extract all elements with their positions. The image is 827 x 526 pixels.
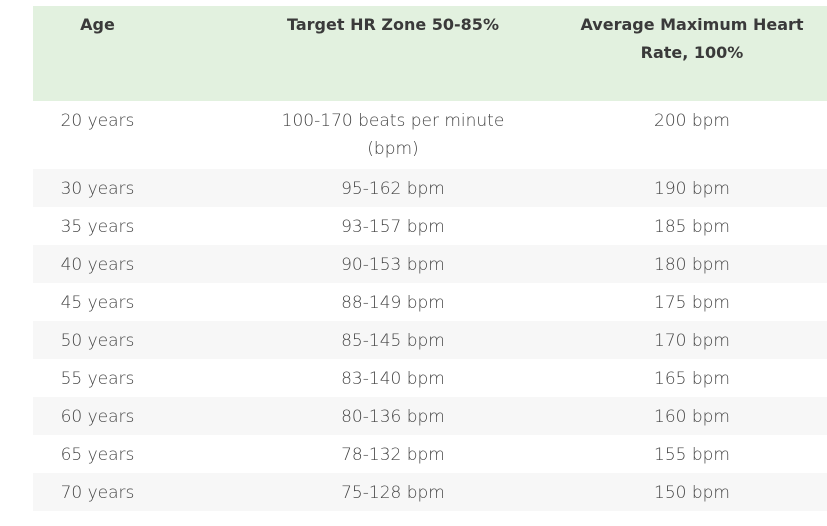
table-cell: 165 bpm	[654, 369, 730, 389]
table-cell: 90-153 bpm	[341, 255, 445, 275]
table-row: 55 years 83-140 bpm 165 bpm	[33, 359, 827, 397]
table-cell: 45 years	[60, 293, 135, 313]
table-row: 40 years 90-153 bpm 180 bpm	[33, 245, 827, 283]
table-cell: 80-136 bpm	[341, 407, 445, 427]
table-row: 70 years 75-128 bpm 150 bpm	[33, 473, 827, 511]
table-cell: 100-170 beats per minute (bpm)	[281, 111, 505, 159]
table-cell: 88-149 bpm	[341, 293, 445, 313]
table-cell: 175 bpm	[654, 293, 730, 313]
table-row: 60 years 80-136 bpm 160 bpm	[33, 397, 827, 435]
table-cell: 35 years	[60, 217, 135, 237]
heart-rate-table: Age Target HR Zone 50-85% Average Maximum …	[33, 6, 827, 511]
table-cell: 190 bpm	[654, 179, 730, 199]
table-row: 30 years 95-162 bpm 190 bpm	[33, 169, 827, 207]
table-cell: 85-145 bpm	[341, 331, 445, 351]
table-cell: 50 years	[60, 331, 135, 351]
table-cell: 65 years	[60, 445, 135, 465]
table-cell: Age	[80, 15, 115, 34]
table-cell: 70 years	[60, 483, 135, 503]
table-cell: 180 bpm	[654, 255, 730, 275]
table-cell: 93-157 bpm	[341, 217, 445, 237]
table-cell: 155 bpm	[654, 445, 730, 465]
table-cell: 185 bpm	[654, 217, 730, 237]
table-cell: 170 bpm	[654, 331, 730, 351]
table-cell: 40 years	[60, 255, 135, 275]
header-row: Age Target HR Zone 50-85% Average Maximum …	[33, 6, 827, 101]
table-row: 65 years 78-132 bpm 155 bpm	[33, 435, 827, 473]
table-cell: 160 bpm	[654, 407, 730, 427]
table-cell: 83-140 bpm	[341, 369, 445, 389]
table-cell: 95-162 bpm	[341, 179, 445, 199]
table-row: 20 years 100-170 beats per minute (bpm) 20…	[33, 101, 827, 169]
table-cell: 55 years	[60, 369, 135, 389]
table-cell: 78-132 bpm	[341, 445, 445, 465]
table-row: 45 years 88-149 bpm 175 bpm	[33, 283, 827, 321]
table-row: 50 years 85-145 bpm 170 bpm	[33, 321, 827, 359]
table-cell: Average Maximum Heart Rate, 100%	[580, 15, 804, 62]
table-cell: Target HR Zone 50-85%	[287, 15, 499, 34]
table-cell: 60 years	[60, 407, 135, 427]
table-row: 35 years 93-157 bpm 185 bpm	[33, 207, 827, 245]
table-cell: 75-128 bpm	[341, 483, 445, 503]
table-cell: 150 bpm	[654, 483, 730, 503]
table-cell: 20 years	[60, 111, 135, 131]
table-cell: 30 years	[60, 179, 135, 199]
table-cell: 200 bpm	[654, 111, 730, 131]
